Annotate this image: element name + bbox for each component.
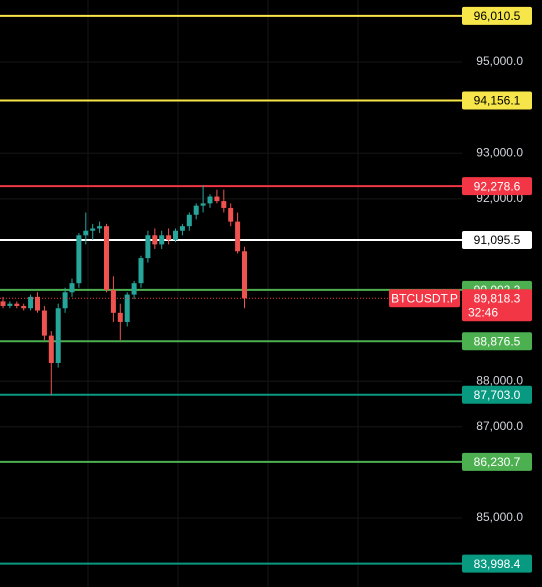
candle-body: [28, 296, 34, 309]
candle-body: [214, 196, 220, 202]
candle-body: [41, 310, 47, 336]
level-label: 94,156.1: [474, 94, 521, 108]
candle-body: [173, 230, 178, 240]
candle-body: [0, 301, 6, 306]
candle-body: [21, 305, 27, 309]
candle-body: [76, 235, 82, 284]
candle-body: [55, 308, 61, 363]
candle-body: [83, 230, 89, 236]
level-label-box: [462, 91, 532, 110]
countdown-label: 32:46: [468, 305, 498, 319]
level-label-box: [462, 332, 532, 351]
level-label: 86,230.7: [474, 455, 521, 469]
last-price-label: 89,818.3: [474, 291, 521, 305]
candle-body: [159, 235, 165, 245]
candle-body: [200, 203, 206, 206]
candle-body: [152, 235, 158, 245]
candle-body: [110, 290, 116, 313]
level-label: 96,010.5: [474, 9, 521, 23]
symbol-box: [389, 289, 460, 308]
candle-body: [228, 207, 234, 222]
level-label-box: [462, 554, 532, 573]
candle-body: [186, 214, 192, 227]
candle-body: [193, 205, 199, 215]
symbol-label: BTCUSDT.P: [391, 291, 458, 305]
candle-body: [235, 221, 241, 252]
level-label-box: [462, 452, 532, 471]
level-label: 83,998.4: [474, 557, 521, 571]
y-tick-label: 85,000.0: [476, 510, 523, 524]
candle-body: [97, 226, 103, 229]
level-label-box: [462, 177, 532, 196]
level-label: 92,278.6: [474, 179, 521, 193]
level-label-box: [462, 231, 532, 250]
level-label: 91,095.5: [474, 233, 521, 247]
candle-body: [166, 235, 172, 240]
candle-body: [221, 201, 227, 208]
candle-body: [131, 283, 137, 295]
candle-body: [48, 335, 54, 363]
candle-body: [145, 235, 151, 259]
last-price-box: [462, 289, 532, 322]
level-label: 87,703.0: [474, 388, 521, 402]
candle-body: [207, 196, 213, 204]
y-tick-label: 95,000.0: [476, 54, 523, 68]
y-tick-label: 88,000.0: [476, 373, 523, 387]
level-label-box: [462, 385, 532, 404]
candle-body: [242, 251, 247, 299]
candle-body: [179, 226, 185, 231]
candle-body: [14, 303, 20, 306]
candle-body: [35, 296, 40, 311]
candle-body: [7, 303, 13, 306]
level-label: 88,876.5: [474, 334, 521, 348]
candle-body: [62, 292, 68, 309]
y-tick-label: 93,000.0: [476, 145, 523, 159]
candle-body: [104, 226, 109, 291]
candle-body: [117, 312, 123, 322]
level-label-box: [462, 6, 532, 25]
candle-body: [124, 294, 130, 322]
candle-body: [90, 228, 96, 231]
y-tick-label: 87,000.0: [476, 419, 523, 433]
candle-body: [69, 283, 75, 293]
candle-body: [138, 258, 144, 284]
